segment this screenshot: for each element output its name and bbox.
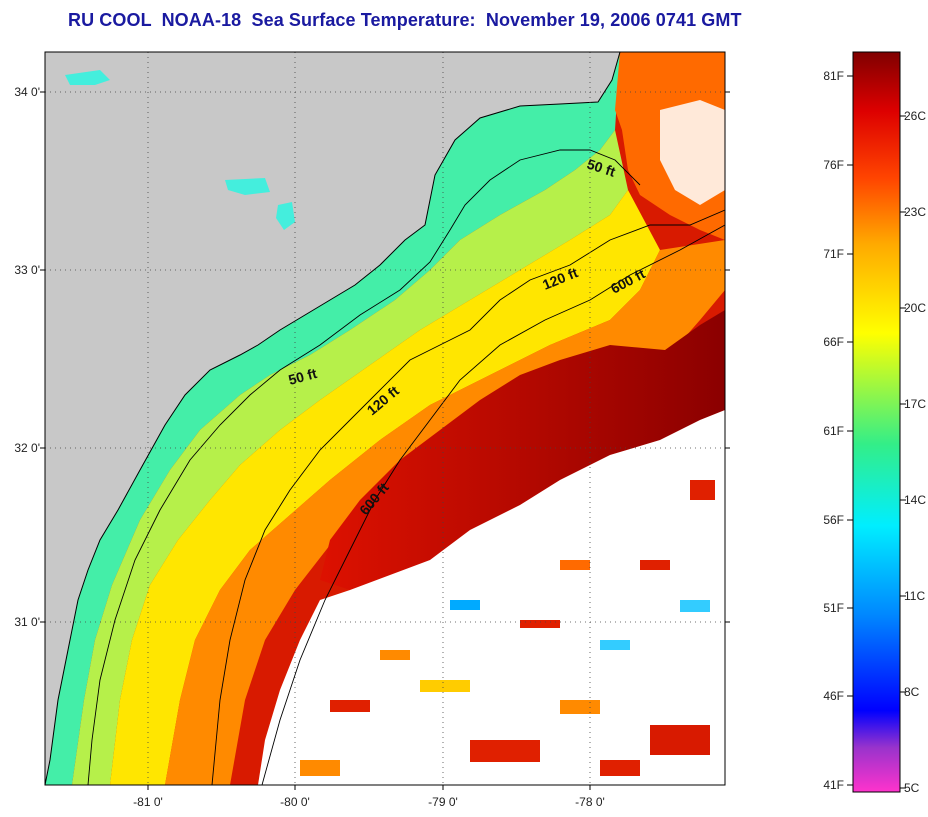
coastline <box>45 52 621 785</box>
isobath-120ft <box>211 209 725 785</box>
colorbar-f-41: 41F <box>823 778 844 792</box>
colorbar-f-71: 71F <box>823 247 844 261</box>
lon-label-80: -80 0' <box>280 795 310 809</box>
lon-label-79: -79 0' <box>428 795 458 809</box>
inland-lakes <box>65 70 295 230</box>
yellow-water <box>110 190 660 785</box>
nearshore-cool-water <box>45 52 620 785</box>
gulf-stream-core <box>320 310 725 590</box>
green-yellow-water <box>72 130 628 785</box>
colorbar: 81F 76F 71F 66F 61F 56F 51F 46F 41F 26C … <box>823 51 926 795</box>
colorbar-f-56: 56F <box>823 513 844 527</box>
graticule <box>45 52 725 785</box>
colorbar-f-46: 46F <box>823 689 844 703</box>
colorbar-c-20: 20C <box>904 301 926 315</box>
isobath-600ft <box>261 224 725 785</box>
land-area <box>45 52 620 785</box>
map-frame <box>44 51 726 786</box>
axis-ticks <box>40 91 730 790</box>
colorbar-f-61: 61F <box>823 424 844 438</box>
colorbar-ticks <box>847 75 906 789</box>
lat-label-32: 32 0' <box>14 441 40 455</box>
colorbar-f-81: 81F <box>823 69 844 83</box>
colorbar-c-17: 17C <box>904 397 926 411</box>
lat-label-33: 33 0' <box>14 263 40 277</box>
cloud-cover <box>258 410 725 785</box>
map-title: RU COOL NOAA-18 Sea Surface Temperature:… <box>68 10 742 30</box>
sst-map: 50 ft 50 ft 120 ft 120 ft 600 ft 600 ft … <box>14 51 730 809</box>
lat-label-31: 31 0' <box>14 615 40 629</box>
colorbar-c-14: 14C <box>904 493 926 507</box>
colorbar-c-23: 23C <box>904 205 926 219</box>
cloud-speckles <box>300 480 715 776</box>
colorbar-f-51: 51F <box>823 601 844 615</box>
isobath-50ft <box>87 149 641 785</box>
northeast-cloud <box>660 100 725 205</box>
colorbar-c-5: 5C <box>904 781 920 795</box>
colorbar-c-26: 26C <box>904 109 926 123</box>
colorbar-c-11: 11C <box>904 589 925 603</box>
lon-label-78: -78 0' <box>575 795 605 809</box>
colorbar-gradient <box>852 51 901 793</box>
lon-label-81: -81 0' <box>133 795 163 809</box>
colorbar-f-76: 76F <box>823 158 844 172</box>
colorbar-c-8: 8C <box>904 685 920 699</box>
colorbar-f-66: 66F <box>823 335 844 349</box>
lat-label-34: 34 0' <box>14 85 40 99</box>
